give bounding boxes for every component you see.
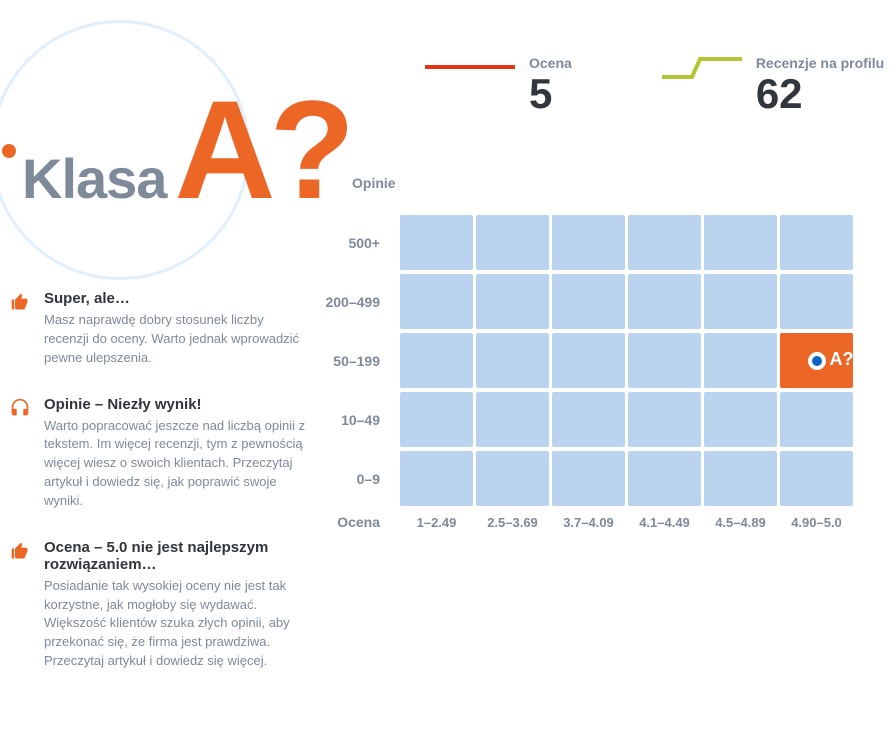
heatmap-cell: [400, 451, 473, 506]
heatmap-cell: [628, 392, 701, 447]
heatmap-cell: [476, 392, 549, 447]
heatmap-col-label: 4.5–4.89: [704, 515, 777, 530]
heatmap-cell: [552, 451, 625, 506]
heatmap-axis-x-title: Ocena: [300, 514, 400, 530]
tip-item: Ocena – 5.0 nie jest najlepszym rozwiąza…: [10, 539, 310, 671]
green-step-icon: [662, 55, 742, 79]
heatmap-cell: [476, 215, 549, 270]
stat-reviews-label: Recenzje na profilu: [756, 55, 884, 71]
heatmap-row: 50–199 A?: [300, 333, 856, 388]
heatmap-row-label: 0–9: [300, 471, 400, 487]
heatmap-cell: [704, 451, 777, 506]
heatmap-cell: [628, 333, 701, 388]
headphones-icon: [10, 398, 30, 418]
thumb-up-icon: [10, 541, 30, 561]
heatmap-cell: [552, 333, 625, 388]
tip-title: Opinie – Niezły wynik!: [44, 396, 310, 413]
heatmap-cell: [780, 392, 853, 447]
tips-list: Super, ale… Masz naprawdę dobry stosunek …: [10, 290, 310, 699]
heatmap-cell: [628, 215, 701, 270]
class-grade: A?: [174, 90, 349, 209]
class-label: Klasa: [22, 146, 166, 211]
stat-reviews-value: 62: [756, 71, 884, 117]
heatmap-axis-x: Ocena1–2.492.5–3.693.7–4.094.1–4.494.5–4…: [300, 514, 856, 530]
heatmap-col-label: 3.7–4.09: [552, 515, 625, 530]
stat-rating-value: 5: [529, 71, 572, 117]
thumb-up-icon: [10, 292, 30, 312]
bullet-icon: [2, 144, 16, 158]
heatmap-cell: [552, 274, 625, 329]
tip-item: Opinie – Niezły wynik! Warto popracować j…: [10, 396, 310, 511]
stat-reviews: Recenzje na profilu 62: [662, 55, 884, 117]
heatmap-cell: [400, 333, 473, 388]
tip-title: Ocena – 5.0 nie jest najlepszym rozwiąza…: [44, 539, 310, 573]
tip-title: Super, ale…: [44, 290, 310, 307]
heatmap-cell: [476, 274, 549, 329]
heatmap-cell: [704, 333, 777, 388]
marker-label: A?: [830, 349, 854, 370]
heatmap-cell: [552, 215, 625, 270]
heatmap-cell: [704, 274, 777, 329]
tip-text: Posiadanie tak wysokiej oceny nie jest t…: [44, 577, 310, 671]
heatmap-row-label: 500+: [300, 235, 400, 251]
heatmap-cell: [704, 215, 777, 270]
stat-rating-label: Ocena: [529, 55, 572, 71]
heatmap-cell: [628, 451, 701, 506]
heatmap-col-label: 4.90–5.0: [780, 515, 853, 530]
heatmap-cell: [476, 451, 549, 506]
header-left: Klasa A?: [2, 90, 349, 211]
heatmap-cell: [780, 274, 853, 329]
stat-rating: Ocena 5: [425, 55, 572, 117]
heatmap-cell: [552, 392, 625, 447]
marker-ring-icon: [808, 352, 826, 370]
heatmap-col-label: 2.5–3.69: [476, 515, 549, 530]
heatmap-row: 500+: [300, 215, 856, 270]
heatmap-cell: A?: [780, 333, 853, 388]
heatmap-col-label: 1–2.49: [400, 515, 473, 530]
heatmap-col-label: 4.1–4.49: [628, 515, 701, 530]
heatmap-cell: [780, 451, 853, 506]
heatmap-cell: [628, 274, 701, 329]
opinie-sublabel: Opinie: [352, 175, 396, 191]
heatmap-row-label: 200–499: [300, 294, 400, 310]
heatmap-cell: [400, 392, 473, 447]
stats-row: Ocena 5 Recenzje na profilu 62: [425, 55, 884, 117]
heatmap-row: 200–499: [300, 274, 856, 329]
marker-dot-icon: [812, 356, 822, 366]
tip-text: Masz naprawdę dobry stosunek liczby rece…: [44, 311, 310, 368]
heatmap-row-label: 10–49: [300, 412, 400, 428]
heatmap-row: 0–9: [300, 451, 856, 506]
heatmap-cell: [400, 274, 473, 329]
red-line-icon: [425, 65, 515, 69]
heatmap-row-label: 50–199: [300, 353, 400, 369]
heatmap-cell: [704, 392, 777, 447]
tip-item: Super, ale… Masz naprawdę dobry stosunek …: [10, 290, 310, 368]
heatmap-cell: [780, 215, 853, 270]
tip-text: Warto popracować jeszcze nad liczbą opin…: [44, 417, 310, 511]
heatmap-marker: A?: [808, 352, 826, 370]
heatmap-grid: 500+ 200–499 50–199 A? 10–49 0–9 Ocena1–2.492.…: [300, 215, 856, 530]
heatmap-cell: [476, 333, 549, 388]
heatmap-row: 10–49: [300, 392, 856, 447]
heatmap-cell: [400, 215, 473, 270]
